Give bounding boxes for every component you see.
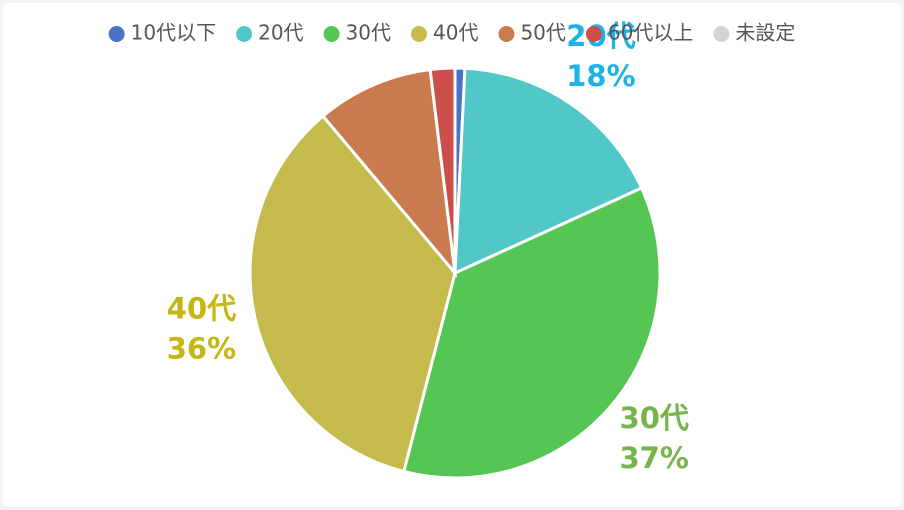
pie-slice [428,66,457,274]
slice-value-label: 37% [619,441,688,475]
pie-slice [401,186,662,480]
legend-label[interactable]: 20代 [258,21,303,45]
slice-category-label: 30代 [620,401,689,435]
legend-label[interactable]: 30代 [346,21,391,45]
slice-value-label: 36% [167,332,236,366]
slice-value-label: 18% [566,59,635,93]
legend-marker[interactable] [585,26,602,42]
legend-label[interactable]: 50代 [520,21,565,45]
legend-marker[interactable] [411,26,427,42]
legend-label[interactable]: 40代 [433,21,478,45]
pie-slice [453,66,644,276]
legend-label[interactable]: 10代以下 [131,21,216,45]
pie-slice [320,67,458,278]
legend-marker[interactable] [323,26,340,42]
slice-category-label: 40代 [167,292,236,326]
legend-label[interactable]: 未設定 [735,21,795,45]
legend-marker[interactable] [713,26,730,42]
legend-marker[interactable] [498,26,515,42]
legend-marker[interactable] [108,26,125,42]
legend-label[interactable]: 60代以上 [608,21,693,45]
pie-slice [248,114,457,474]
legend-marker[interactable] [236,26,253,42]
